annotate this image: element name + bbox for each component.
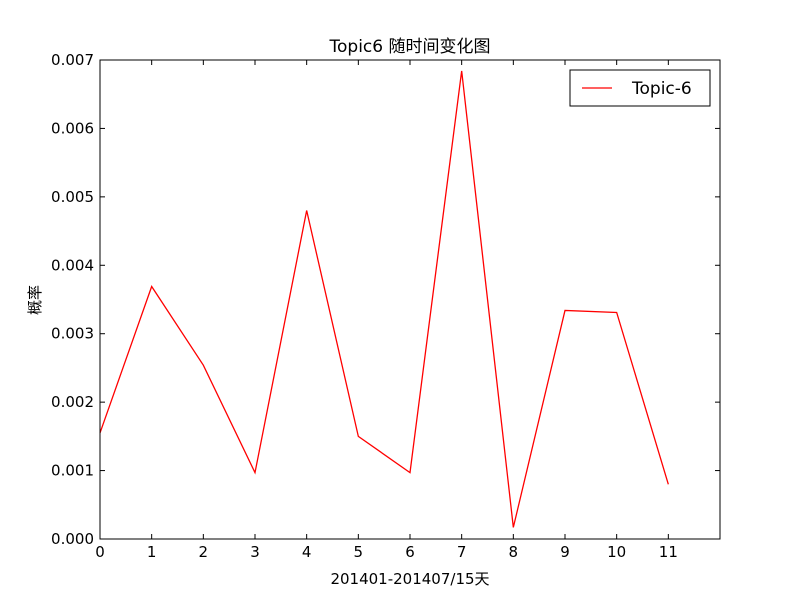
x-tick-label: 8 — [509, 543, 519, 561]
x-tick-label: 3 — [250, 543, 260, 561]
y-tick-label: 0.007 — [51, 51, 94, 69]
y-tick-label: 0.006 — [51, 119, 94, 137]
x-tick-label: 0 — [95, 543, 105, 561]
series-line — [99, 70, 669, 528]
legend-label: Topic-6 — [631, 79, 692, 99]
series-layer — [99, 70, 669, 528]
x-tick-label: 11 — [659, 543, 678, 561]
y-axis-label: 概率 — [26, 285, 44, 315]
x-tick-label: 6 — [405, 543, 415, 561]
x-tick-label: 10 — [607, 543, 626, 561]
legend: Topic-6 — [569, 69, 711, 107]
y-tick-label: 0.004 — [51, 256, 94, 274]
x-tick-label: 5 — [354, 543, 364, 561]
chart-title: Topic6 随时间变化图 — [329, 37, 491, 57]
y-tick-label: 0.000 — [51, 530, 94, 548]
x-tick-label: 9 — [560, 543, 570, 561]
y-tick-label: 0.003 — [51, 325, 94, 343]
x-tick-label: 7 — [457, 543, 467, 561]
plot-frame — [99, 59, 721, 540]
y-tick-label: 0.005 — [51, 188, 94, 206]
y-tick-label: 0.001 — [51, 462, 94, 480]
x-tick-label: 4 — [302, 543, 312, 561]
x-tick-label: 1 — [147, 543, 157, 561]
y-tick-label: 0.002 — [51, 393, 94, 411]
x-tick-label: 2 — [199, 543, 209, 561]
x-axis-label: 201401-201407/15天 — [330, 570, 489, 588]
axis-ticks: 0 1 2 3 4 5 6 7 8 9 10 11 0.000 0.001 0.002 0.003 0.004 0… — [51, 51, 720, 561]
